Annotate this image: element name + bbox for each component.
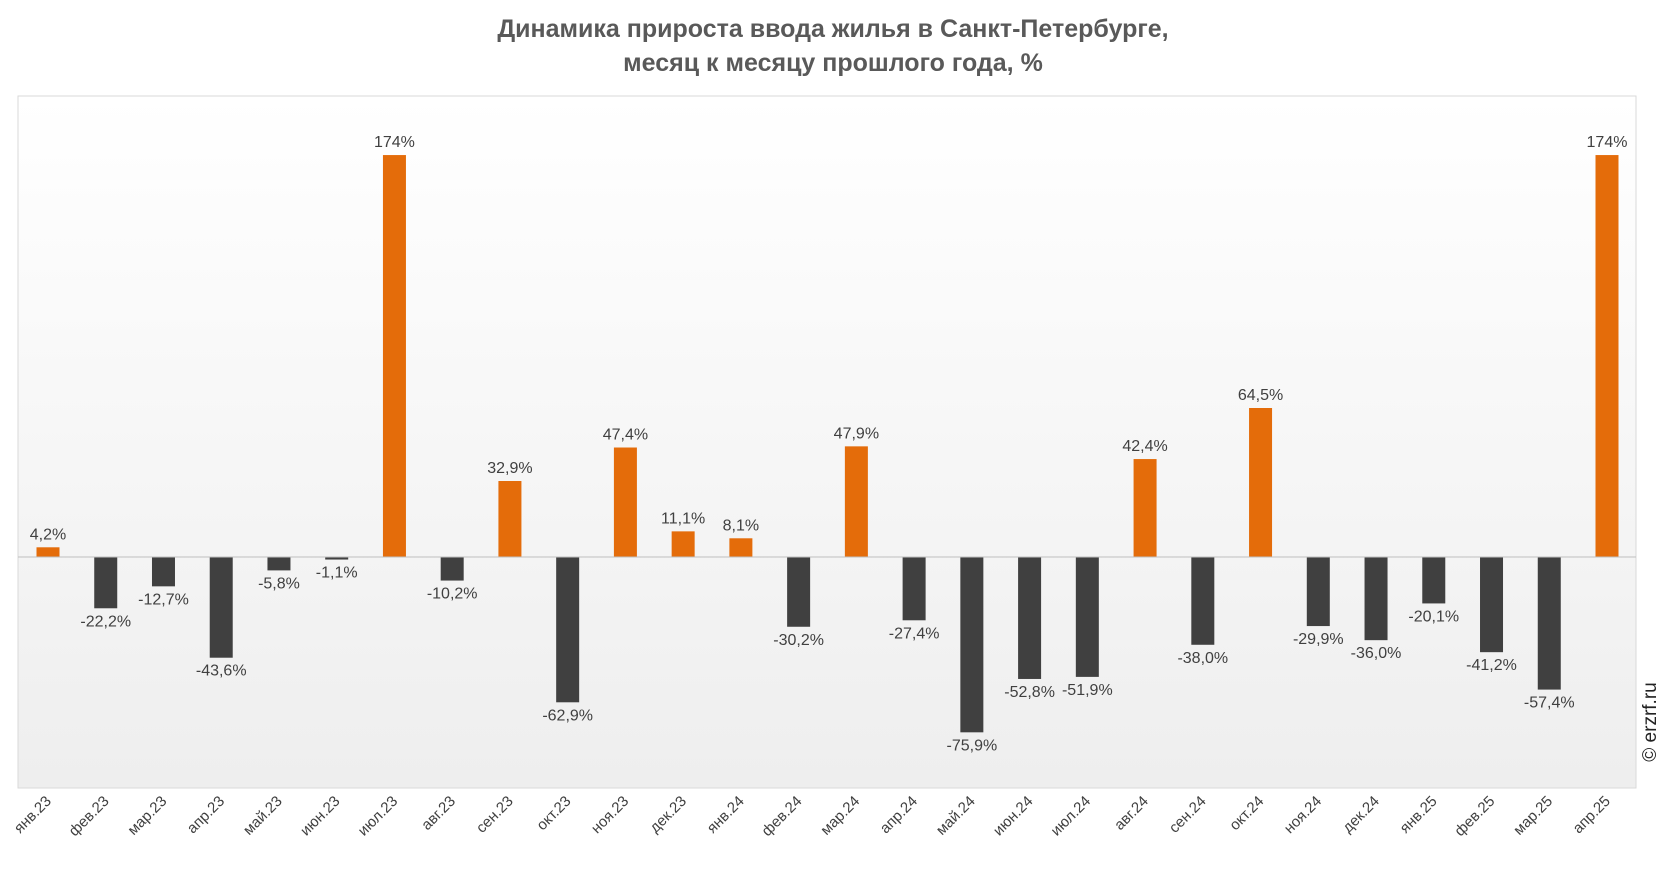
data-label: -20,1% — [1408, 608, 1459, 625]
bar-мар.24 — [844, 446, 868, 557]
data-label: 47,4% — [603, 427, 648, 444]
x-tick-label: авг.23 — [418, 793, 459, 834]
x-tick-label: апр.23 — [184, 793, 228, 837]
data-label: 47,9% — [834, 425, 879, 442]
bar-июн.24 — [1018, 557, 1042, 679]
bar-мар.23 — [151, 557, 175, 587]
x-tick-label: июн.24 — [990, 793, 1037, 840]
x-tick-label: апр.24 — [877, 793, 921, 837]
x-tick-label: янв.24 — [704, 793, 748, 837]
chart-title-line-2: месяц к месяцу прошлого года, % — [623, 49, 1043, 77]
data-label: 11,1% — [661, 510, 705, 527]
bar-апр.25 — [1595, 155, 1619, 557]
x-tick-label: мар.24 — [817, 793, 863, 839]
bar-ноя.23 — [613, 447, 637, 557]
bar-ноя.24 — [1306, 557, 1330, 627]
watermark: © erzrf.ru — [1640, 682, 1661, 761]
x-tick-label: сен.24 — [1166, 793, 1210, 837]
x-tick-label: мар.25 — [1510, 793, 1556, 839]
bar-дек.23 — [671, 531, 695, 557]
bar-апр.23 — [209, 557, 233, 658]
x-tick-label: июл.23 — [355, 793, 402, 840]
data-label: 174% — [374, 134, 415, 151]
chart-title-line-1: Динамика прироста ввода жилья в Санкт-Пе… — [497, 15, 1169, 43]
x-tick-label: ноя.24 — [1281, 793, 1325, 837]
bar-дек.24 — [1364, 557, 1388, 641]
bar-фев.23 — [94, 557, 118, 609]
bar-фев.24 — [787, 557, 811, 627]
x-tick-label: фев.24 — [758, 793, 805, 840]
bar-янв.25 — [1422, 557, 1446, 604]
x-tick-label: окт.23 — [533, 793, 574, 834]
data-label: -62,9% — [542, 707, 593, 724]
data-label: -27,4% — [889, 625, 940, 642]
data-label: 4,2% — [30, 526, 66, 543]
bar-июл.23 — [382, 155, 406, 557]
x-tick-label: дек.23 — [646, 793, 689, 836]
bar-окт.23 — [556, 557, 580, 703]
bar-мар.25 — [1537, 557, 1561, 690]
bar-окт.24 — [1249, 408, 1273, 557]
x-tick-label: мар.23 — [124, 793, 170, 839]
bar-авг.24 — [1133, 459, 1157, 557]
chart-title: Динамика прироста ввода жилья в Санкт-Пе… — [0, 12, 1666, 80]
bar-авг.23 — [440, 557, 464, 581]
x-tick-label: окт.24 — [1226, 793, 1267, 834]
x-tick-label: фев.25 — [1451, 793, 1498, 840]
data-label: -41,2% — [1466, 657, 1517, 674]
data-label: -75,9% — [947, 737, 998, 754]
bar-фев.25 — [1480, 557, 1504, 653]
x-tick-label: янв.25 — [1397, 793, 1441, 837]
x-tick-label: май.24 — [933, 793, 979, 839]
bar-сен.24 — [1191, 557, 1215, 645]
data-label: -30,2% — [773, 632, 824, 649]
bar-май.24 — [960, 557, 984, 733]
x-tick-label: ноя.23 — [588, 793, 632, 837]
data-label: 8,1% — [723, 517, 759, 534]
bar-сен.23 — [498, 481, 522, 557]
data-label: -38,0% — [1177, 650, 1228, 667]
bar-янв.24 — [729, 538, 753, 557]
x-tick-label: янв.23 — [11, 793, 55, 837]
data-label: -22,2% — [80, 613, 131, 630]
data-label: -29,9% — [1293, 631, 1344, 648]
data-label: -51,9% — [1062, 682, 1113, 699]
x-tick-label: фев.23 — [66, 793, 113, 840]
bar-июл.24 — [1075, 557, 1099, 677]
bar-май.23 — [267, 557, 291, 571]
data-label: -52,8% — [1004, 684, 1055, 701]
data-label: -5,8% — [258, 575, 300, 592]
data-label: -36,0% — [1351, 645, 1402, 662]
x-tick-label: май.23 — [240, 793, 286, 839]
data-label: -57,4% — [1524, 695, 1575, 712]
data-label: 64,5% — [1238, 387, 1283, 404]
bar-июн.23 — [325, 557, 349, 560]
data-label: -12,7% — [138, 591, 189, 608]
x-tick-label: сен.23 — [473, 793, 517, 837]
data-label: 174% — [1587, 134, 1628, 151]
x-tick-label: авг.24 — [1111, 793, 1152, 834]
data-label: 32,9% — [487, 460, 532, 477]
bar-апр.24 — [902, 557, 926, 621]
data-label: -1,1% — [316, 565, 358, 582]
x-tick-label: апр.25 — [1570, 793, 1614, 837]
data-label: -10,2% — [427, 586, 478, 603]
plot-area — [17, 95, 1637, 789]
bar-янв.23 — [36, 547, 60, 557]
x-tick-label: дек.24 — [1339, 793, 1382, 836]
data-label: -43,6% — [196, 663, 247, 680]
x-tick-label: июн.23 — [297, 793, 344, 840]
x-tick-label: июл.24 — [1048, 793, 1095, 840]
data-label: 42,4% — [1122, 438, 1167, 455]
